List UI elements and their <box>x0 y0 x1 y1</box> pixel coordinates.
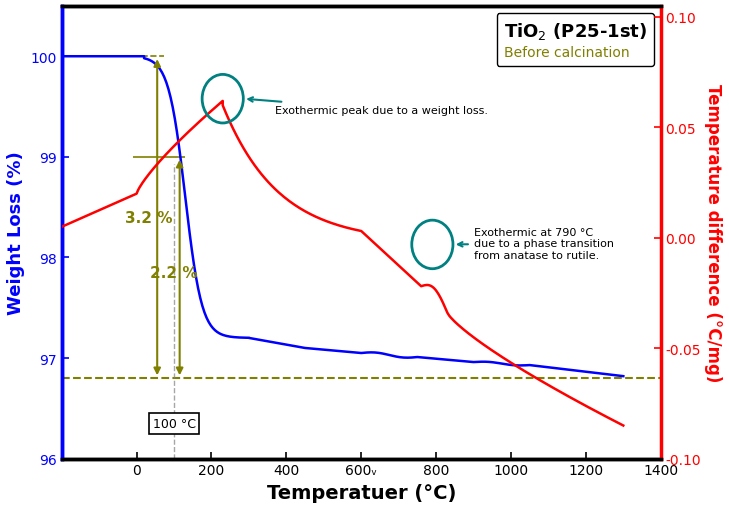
Y-axis label: Temperature difference (°C/mg): Temperature difference (°C/mg) <box>704 84 722 382</box>
X-axis label: Temperatuer (°C): Temperatuer (°C) <box>267 483 456 502</box>
Text: Exothermic at 790 °C
due to a phase transition
from anatase to rutile.: Exothermic at 790 °C due to a phase tran… <box>458 228 614 261</box>
Text: 100 °C: 100 °C <box>152 417 195 430</box>
Text: Exothermic peak due to a weight loss.: Exothermic peak due to a weight loss. <box>249 98 488 116</box>
Legend: TiO$_2$ (P25-1st), Before calcination: TiO$_2$ (P25-1st), Before calcination <box>496 14 654 67</box>
Y-axis label: Weight Loss (%): Weight Loss (%) <box>7 151 25 315</box>
Text: 2.2 %: 2.2 % <box>150 266 198 280</box>
Text: 3.2 %: 3.2 % <box>125 210 172 225</box>
